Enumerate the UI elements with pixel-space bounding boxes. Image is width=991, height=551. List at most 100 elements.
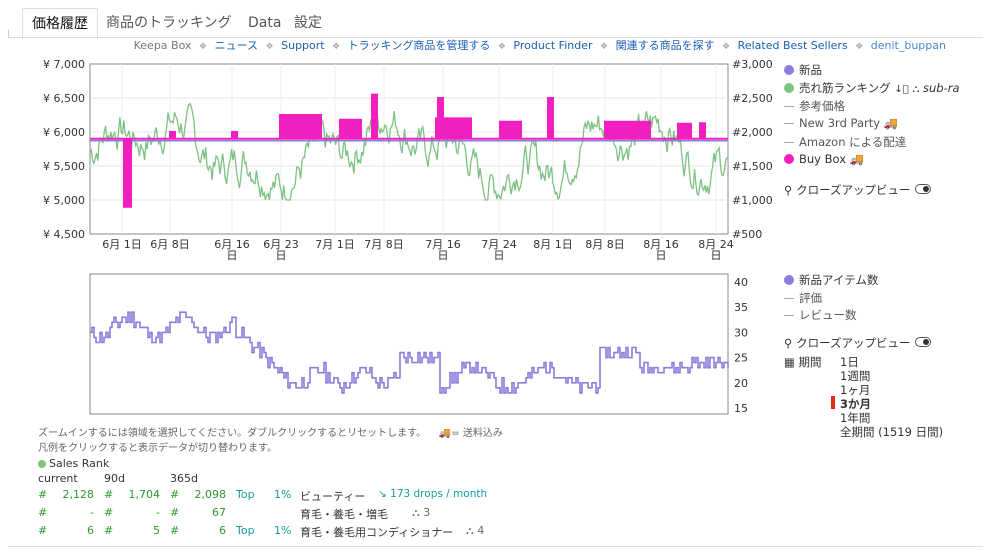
sort-icon: ↓⃨: [894, 84, 909, 95]
magnifier-icon: ⚲: [784, 183, 793, 197]
tab-divider: [8, 30, 9, 38]
link-support[interactable]: Support: [281, 39, 325, 52]
calendar-icon: ▦: [784, 355, 795, 369]
tab-product-tracking[interactable]: 商品のトラッキング: [106, 15, 232, 31]
rank-365d: 2,098: [194, 488, 227, 501]
rank-category[interactable]: ビューティー: [300, 490, 366, 503]
x-tick: 8月 16 日: [643, 238, 679, 262]
period-label: 期間: [798, 355, 822, 369]
subcategory-count[interactable]: ⛬ 3: [412, 506, 431, 519]
y-right-tick: #2,000: [732, 126, 773, 139]
sales-rank-title: Sales Rank: [38, 457, 109, 470]
legend-new[interactable]: 新品: [784, 62, 822, 78]
period-1y[interactable]: 1年間: [840, 411, 871, 425]
subcategory-count[interactable]: ⛬ 4: [466, 524, 485, 537]
shipping-hint: = 送料込み: [451, 428, 503, 439]
rank-365d: 67: [212, 506, 226, 519]
rank-hash: #: [170, 506, 180, 519]
legend-reference[interactable]: 参考価格: [784, 98, 845, 114]
link-product-finder[interactable]: Product Finder: [513, 39, 593, 52]
y-right-tick: #3,000: [732, 58, 773, 71]
rank-category[interactable]: 育毛・養毛・増毛: [300, 508, 388, 521]
new-offer-count-line: [90, 311, 729, 394]
period-all[interactable]: 全期間 (1519 日間): [840, 425, 944, 439]
period-1m[interactable]: 1ヶ月: [840, 383, 871, 397]
legend-buybox-label: Buy Box: [799, 152, 847, 166]
link-manage-tracking[interactable]: トラッキング商品を管理する: [347, 39, 491, 52]
separator-icon: ❖: [265, 42, 274, 52]
link-related-products[interactable]: 関連する商品を探す: [615, 39, 715, 52]
rank-hash: #: [38, 506, 48, 519]
links-bar: Keepa Box ❖ ニュース ❖ Support ❖ トラッキング商品を管理…: [134, 37, 946, 53]
truck-icon: 🚚: [438, 428, 452, 439]
y-right-tick: #1,500: [732, 160, 773, 173]
link-news[interactable]: ニュース: [214, 39, 259, 52]
legend-ref-label: 参考価格: [799, 99, 845, 113]
period-label-row: ▦ 期間: [784, 354, 822, 370]
legend-subrank-label: sub-ra: [923, 81, 960, 95]
header-365d: 365d: [170, 472, 198, 485]
legend-salesrank[interactable]: 売れ筋ランキング ↓⃨ ⛬ sub-ra: [784, 80, 960, 96]
tab-underline: [8, 37, 983, 38]
legend-new3rd[interactable]: New 3rd Party 🚚: [784, 116, 898, 130]
dash-icon: [784, 142, 794, 143]
legend-newcount[interactable]: 新品アイテム数: [784, 272, 878, 288]
salesrank-dot-icon: [784, 83, 794, 93]
x-tick: 6月 1日: [102, 238, 142, 251]
zoom-hint: ズームインするには領域を選択してください。ダブルクリックするとリセットします。 …: [38, 424, 503, 439]
y-right-tick: #2,500: [732, 92, 773, 105]
tab-data[interactable]: Data: [248, 15, 282, 31]
legend-newcount-label: 新品アイテム数: [799, 273, 879, 287]
rank-hash: #: [104, 488, 114, 501]
separator-icon: ❖: [855, 42, 864, 52]
source-label: Keepa Box: [133, 39, 192, 52]
buybox-dot-icon: [784, 154, 794, 164]
sales-rank-row: #6 #5 #6 Top 1% 育毛・養毛用コンディショナー ⛬ 4: [38, 524, 558, 540]
separator-icon: ❖: [600, 42, 609, 52]
legend-buybox[interactable]: Buy Box 🚚: [784, 152, 864, 166]
closeup-toggle[interactable]: ⚲ クローズアップビュー: [784, 182, 931, 198]
toggle-icon[interactable]: [914, 184, 931, 194]
period-1w[interactable]: 1週間: [840, 369, 871, 383]
active-period-marker: [831, 396, 835, 409]
rank-category[interactable]: 育毛・養毛用コンディショナー: [300, 526, 454, 539]
period-1d[interactable]: 1日: [840, 355, 859, 369]
x-tick: 8月 8日: [585, 238, 625, 251]
rank-current: 2,128: [62, 488, 95, 501]
tab-price-history[interactable]: 価格履歴: [22, 8, 98, 39]
rank-hash: #: [38, 488, 48, 501]
separator-icon: ❖: [199, 42, 208, 52]
offer-count-chart[interactable]: 40 35 30 25 20 15: [0, 268, 780, 423]
rank-hash: #: [170, 524, 180, 537]
y-tick: 35: [734, 301, 748, 314]
legend-reviews-label: レビュー数: [799, 308, 857, 322]
legend-amazon[interactable]: Amazon による配達: [784, 134, 906, 150]
x-tick: 7月 16 日: [425, 238, 461, 262]
legend-price: 新品 売れ筋ランキング ↓⃨ ⛬ sub-ra 参考価格 New 3rd Par…: [784, 62, 991, 202]
user-link[interactable]: denit_buppan: [870, 39, 946, 52]
legend-rating[interactable]: 評価: [784, 290, 822, 306]
zoom-hint-text: ズームインするには領域を選択してください。ダブルクリックするとリセットします。: [38, 428, 427, 439]
rank-top: Top: [236, 524, 255, 537]
plot-frame: [89, 273, 729, 415]
sales-rank-row: # - # - #67 育毛・養毛・増毛 ⛬ 3: [38, 506, 558, 522]
dash-icon: [784, 298, 794, 299]
x-tick: 6月 23 日: [263, 238, 299, 262]
x-tick: 7月 1日: [315, 238, 355, 251]
rank-90d: -: [156, 506, 160, 519]
salesrank-dot-icon: [38, 460, 46, 468]
tab-settings[interactable]: 設定: [294, 15, 322, 31]
toggle-icon[interactable]: [914, 337, 931, 347]
closeup-toggle-2[interactable]: ⚲ クローズアップビュー: [784, 335, 931, 351]
x-tick: 7月 8日: [364, 238, 404, 251]
period-3m[interactable]: 3か月: [840, 397, 872, 411]
sales-headers: current 90d 365d: [38, 472, 338, 486]
legend-reviews[interactable]: レビュー数: [784, 307, 857, 323]
legend-amazon-label: Amazon による配達: [799, 135, 907, 149]
truck-icon: 🚚: [883, 116, 899, 130]
rank-365d: 6: [219, 524, 226, 537]
legend-new3rd-label: New 3rd Party: [799, 116, 881, 130]
link-related-best-sellers[interactable]: Related Best Sellers: [737, 39, 848, 52]
x-tick: 6月 8日: [150, 238, 190, 251]
price-chart[interactable]: ¥ 7,000 ¥ 6,500 ¥ 6,000 ¥ 5,500 ¥ 5,000 ¥ 4,5…: [0, 52, 780, 267]
